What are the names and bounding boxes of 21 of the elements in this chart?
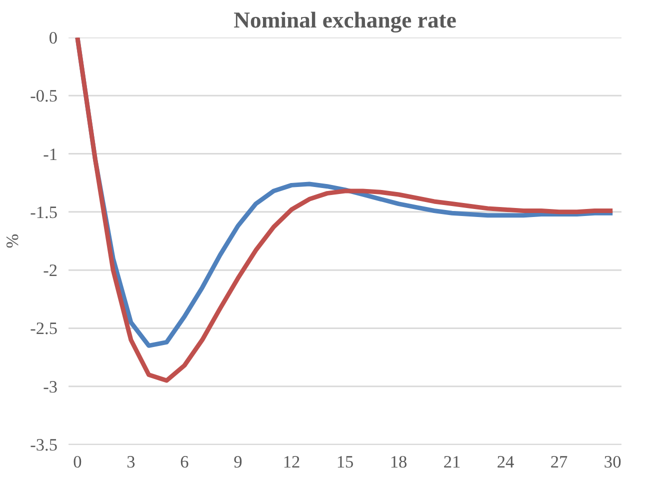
x-tick-label: 30 bbox=[604, 452, 622, 472]
x-tick-label: 6 bbox=[180, 452, 190, 472]
x-tick-label: 0 bbox=[73, 452, 82, 472]
x-tick-label: 12 bbox=[282, 452, 300, 472]
y-tick-label: -0.5 bbox=[30, 86, 58, 106]
y-tick-label: 0 bbox=[48, 28, 58, 48]
y-axis-title: % bbox=[3, 234, 22, 248]
y-tick-label: -3 bbox=[43, 377, 58, 396]
x-tick-label: 9 bbox=[234, 452, 242, 472]
x-tick-label: 21 bbox=[443, 452, 461, 472]
y-tick-label: -2 bbox=[43, 261, 58, 280]
x-tick-label: 15 bbox=[336, 452, 354, 472]
y-tick-label: -3.5 bbox=[30, 436, 58, 454]
x-tick-label: 24 bbox=[496, 452, 515, 472]
x-tick-label: 3 bbox=[126, 452, 136, 472]
chart-title: Nominal exchange rate bbox=[234, 8, 456, 32]
x-tick-label: 27 bbox=[550, 452, 568, 472]
x-tick-label: 18 bbox=[390, 452, 408, 472]
y-tick-label: -1 bbox=[43, 144, 58, 164]
y-tick-label: -2.5 bbox=[30, 319, 58, 338]
y-tick-label: -1.5 bbox=[30, 202, 58, 222]
